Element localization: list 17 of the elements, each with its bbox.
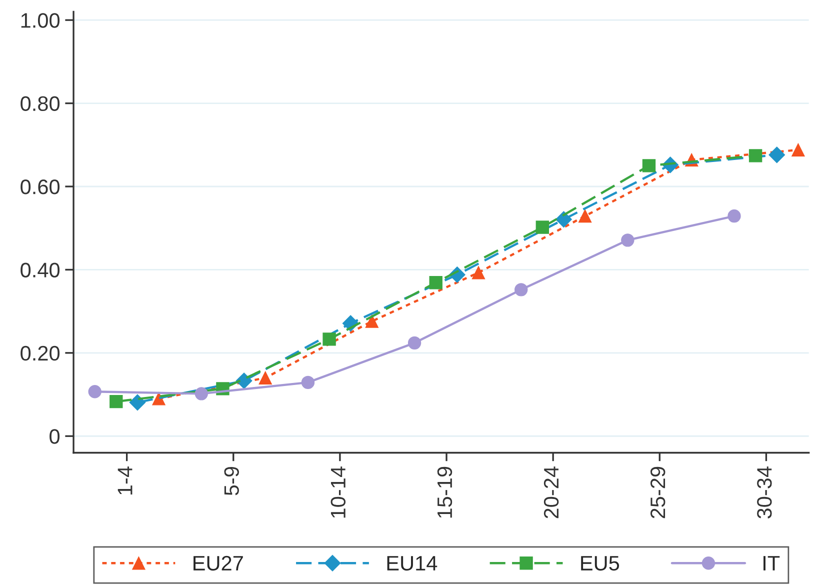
x-tick-label: 25-29 [650, 466, 666, 518]
x-tick-label: 5-9 [224, 466, 239, 496]
legend-label: EU5 [581, 556, 620, 571]
legend-label: EU27 [194, 556, 243, 571]
y-tick-label: 0.80 [20, 96, 60, 112]
x-tick-label: 30-34 [757, 466, 772, 518]
legend-label: IT [764, 556, 780, 570]
x-tick-label: 1-4 [118, 466, 132, 494]
y-tick-label: 0.20 [20, 346, 60, 361]
y-tick-label: 1.00 [21, 13, 60, 28]
y-tick-label: 0.60 [20, 179, 60, 194]
x-tick-label: 10-14 [330, 466, 346, 518]
legend-label: EU14 [387, 556, 438, 571]
x-tick-label: 20-24 [544, 466, 559, 518]
x-tick-label: 15-19 [437, 466, 452, 518]
y-tick-label: 0.40 [20, 262, 60, 278]
y-tick-label: 0 [50, 429, 60, 444]
